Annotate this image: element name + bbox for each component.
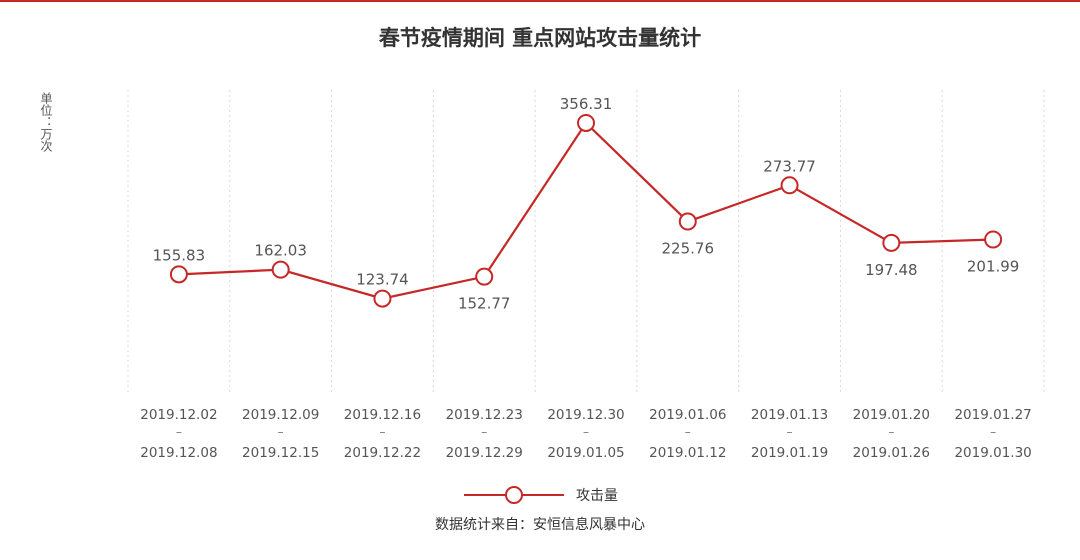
data-point bbox=[780, 176, 799, 195]
x-tick-label-separator: – bbox=[278, 425, 284, 439]
x-tick-label-end: 2019.01.12 bbox=[649, 445, 726, 461]
data-point bbox=[169, 265, 188, 284]
x-tick-label-start: 2019.01.27 bbox=[954, 407, 1031, 423]
x-tick-label-separator: – bbox=[990, 425, 996, 439]
legend[interactable]: 攻击量 bbox=[0, 484, 1080, 506]
data-label: 356.31 bbox=[560, 95, 613, 113]
x-tick-label-end: 2019.01.05 bbox=[547, 445, 624, 461]
data-label: 162.03 bbox=[254, 242, 307, 260]
y-axis-unit-label: 单位：万次 bbox=[39, 92, 53, 152]
data-label: 201.99 bbox=[967, 257, 1020, 275]
chart-title: 春节疫情期间 重点网站攻击量统计 bbox=[378, 26, 702, 50]
x-tick-label-end: 2019.12.08 bbox=[140, 445, 217, 461]
data-label: 152.77 bbox=[458, 295, 511, 313]
data-label: 123.74 bbox=[356, 271, 409, 289]
data-label: 155.83 bbox=[153, 246, 206, 264]
x-tick-label-start: 2019.01.13 bbox=[751, 407, 828, 423]
x-tick-label-start: 2019.12.02 bbox=[140, 407, 217, 423]
legend-series-label: 攻击量 bbox=[576, 488, 618, 504]
x-tick-label-end: 2019.01.30 bbox=[954, 445, 1031, 461]
x-tick-label-separator: – bbox=[176, 425, 182, 439]
data-point bbox=[475, 267, 494, 286]
x-tick-label-end: 2019.12.15 bbox=[242, 445, 319, 461]
x-tick-label-start: 2019.01.06 bbox=[649, 407, 726, 423]
x-tick-label-separator: – bbox=[888, 425, 894, 439]
data-point bbox=[984, 230, 1003, 249]
x-tick-label-separator: – bbox=[583, 425, 589, 439]
data-point bbox=[577, 113, 595, 132]
x-tick-label-separator: – bbox=[379, 425, 385, 439]
data-source-note: 数据统计来自：安恒信息风暴中心 bbox=[435, 517, 645, 533]
x-tick-label-start: 2019.12.23 bbox=[446, 407, 523, 423]
x-tick-label-separator: – bbox=[685, 425, 691, 439]
data-label: 197.48 bbox=[865, 261, 918, 279]
data-point bbox=[882, 233, 901, 252]
x-tick-label-end: 2019.01.19 bbox=[751, 445, 828, 461]
x-tick-label-end: 2019.01.26 bbox=[853, 445, 930, 461]
x-tick-label-start: 2019.12.09 bbox=[242, 407, 319, 423]
legend-series-marker-icon bbox=[464, 486, 564, 504]
data-point bbox=[373, 289, 392, 308]
data-label: 225.76 bbox=[662, 240, 715, 258]
x-tick-label-start: 2019.12.30 bbox=[547, 407, 624, 423]
top-rule bbox=[0, 0, 1080, 2]
x-tick-label-start: 2019.12.16 bbox=[344, 407, 421, 423]
x-tick-label-separator: – bbox=[481, 425, 487, 439]
data-point bbox=[678, 212, 697, 231]
x-tick-label-end: 2019.12.22 bbox=[344, 445, 421, 461]
data-label: 273.77 bbox=[763, 157, 816, 175]
x-tick-label-start: 2019.01.20 bbox=[853, 407, 930, 423]
x-tick-label-separator: – bbox=[787, 425, 793, 439]
data-point bbox=[271, 260, 290, 279]
x-tick-label-end: 2019.12.29 bbox=[446, 445, 523, 461]
